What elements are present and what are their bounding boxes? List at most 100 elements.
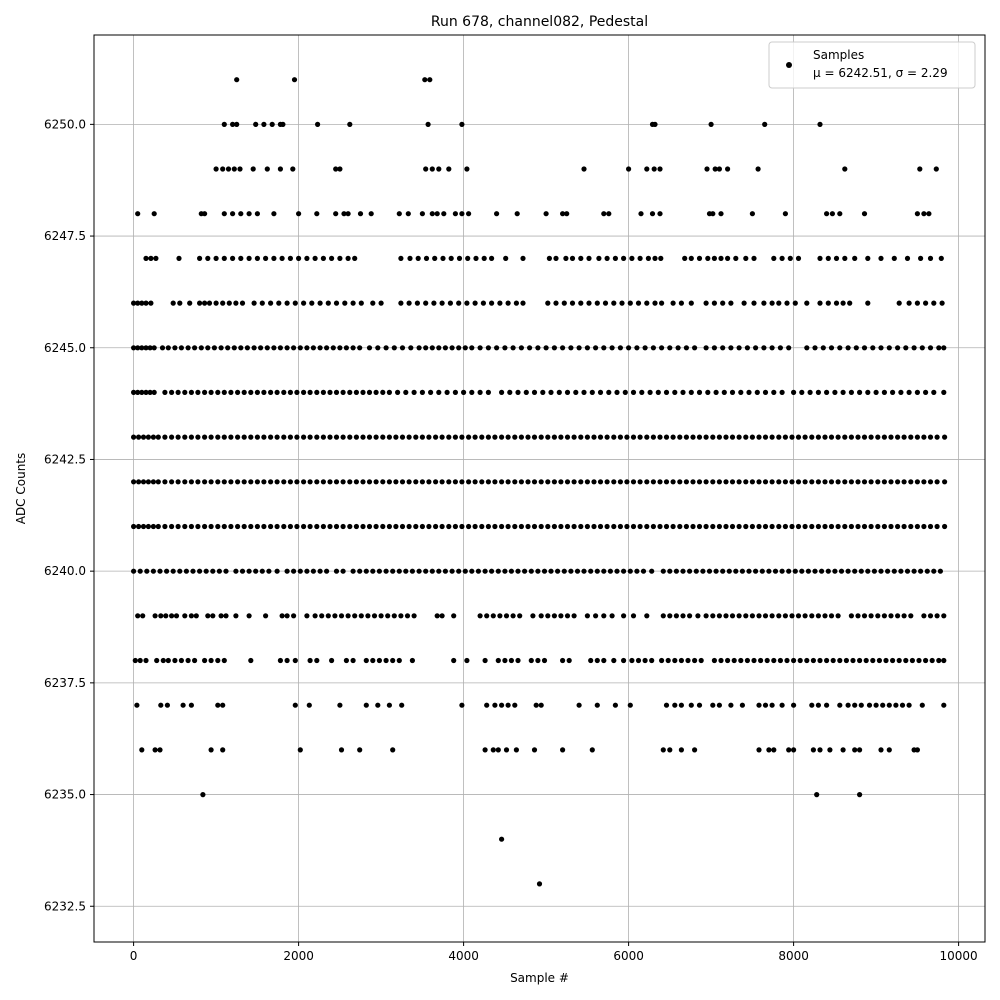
data-point xyxy=(903,657,909,664)
data-point xyxy=(284,300,290,306)
data-point xyxy=(584,479,591,485)
data-point xyxy=(274,479,280,485)
data-point xyxy=(477,345,483,351)
data-point xyxy=(931,300,937,306)
data-point xyxy=(716,523,723,530)
data-point xyxy=(670,479,676,485)
data-point xyxy=(725,255,731,261)
data-point xyxy=(657,434,663,440)
data-point xyxy=(852,702,858,708)
data-point xyxy=(650,434,657,440)
data-point xyxy=(390,657,396,664)
data-point xyxy=(934,434,940,440)
data-point xyxy=(228,434,234,440)
data-point xyxy=(210,568,216,574)
data-point xyxy=(370,300,376,306)
data-point xyxy=(221,434,227,440)
data-point xyxy=(718,211,724,217)
data-point xyxy=(503,255,509,261)
data-point xyxy=(733,568,739,574)
data-point xyxy=(766,568,772,574)
data-point xyxy=(261,389,267,395)
data-point xyxy=(692,657,698,664)
data-point xyxy=(515,657,521,664)
data-point xyxy=(885,568,891,574)
data-point xyxy=(271,345,277,351)
data-point xyxy=(195,434,201,440)
data-point xyxy=(941,702,947,708)
data-point xyxy=(466,434,472,440)
data-point xyxy=(571,523,577,530)
data-point xyxy=(238,211,244,217)
data-point xyxy=(594,300,600,306)
data-point xyxy=(449,568,455,574)
data-point xyxy=(220,702,226,708)
data-point xyxy=(649,568,655,574)
data-point xyxy=(721,389,727,395)
data-point xyxy=(593,613,599,619)
data-point xyxy=(736,523,742,530)
data-point xyxy=(622,389,628,395)
data-point xyxy=(939,300,945,306)
data-point xyxy=(502,657,508,664)
data-point xyxy=(832,389,838,395)
data-point xyxy=(268,479,274,485)
data-point xyxy=(743,523,749,530)
data-point xyxy=(815,479,822,485)
data-point xyxy=(703,523,709,530)
data-point xyxy=(197,300,203,306)
data-point xyxy=(366,523,373,530)
data-point xyxy=(274,389,280,395)
data-point xyxy=(449,345,455,351)
data-point xyxy=(784,300,790,306)
data-point xyxy=(795,434,802,440)
data-point xyxy=(716,479,723,485)
data-point xyxy=(505,479,511,485)
data-point xyxy=(185,345,191,351)
data-point xyxy=(660,613,666,619)
data-point xyxy=(710,523,716,530)
data-point xyxy=(606,389,612,395)
data-point xyxy=(535,657,541,664)
data-point xyxy=(865,300,871,306)
data-point xyxy=(291,77,298,83)
data-point xyxy=(649,657,655,664)
data-point xyxy=(725,166,731,172)
data-point xyxy=(906,389,912,395)
data-point xyxy=(919,345,925,351)
legend: Samples μ = 6242.51, σ = 2.29 xyxy=(768,41,976,89)
data-point xyxy=(135,300,141,306)
data-point xyxy=(690,479,696,485)
data-point xyxy=(162,434,168,440)
data-point xyxy=(789,434,795,440)
data-point xyxy=(218,613,224,619)
data-point xyxy=(492,523,498,530)
data-point xyxy=(333,166,339,172)
data-point xyxy=(536,881,543,887)
data-point xyxy=(830,657,836,664)
data-point xyxy=(594,657,600,664)
data-point xyxy=(135,613,141,619)
data-point xyxy=(215,657,221,664)
data-point xyxy=(353,389,359,395)
data-point xyxy=(434,211,440,217)
data-point xyxy=(383,345,389,351)
data-point xyxy=(137,657,143,664)
data-point xyxy=(515,389,521,395)
data-point xyxy=(824,702,830,708)
data-point xyxy=(802,434,808,440)
data-point xyxy=(581,166,587,172)
data-point xyxy=(751,657,757,664)
data-point xyxy=(514,211,520,217)
data-point xyxy=(439,300,445,306)
data-point xyxy=(771,389,777,395)
data-point xyxy=(895,523,901,530)
data-point xyxy=(248,523,254,530)
data-point xyxy=(406,300,412,306)
data-point xyxy=(626,166,632,172)
data-point xyxy=(903,345,909,351)
data-point xyxy=(786,747,792,753)
data-point xyxy=(333,523,340,530)
data-point xyxy=(627,702,633,708)
data-point xyxy=(865,255,871,261)
